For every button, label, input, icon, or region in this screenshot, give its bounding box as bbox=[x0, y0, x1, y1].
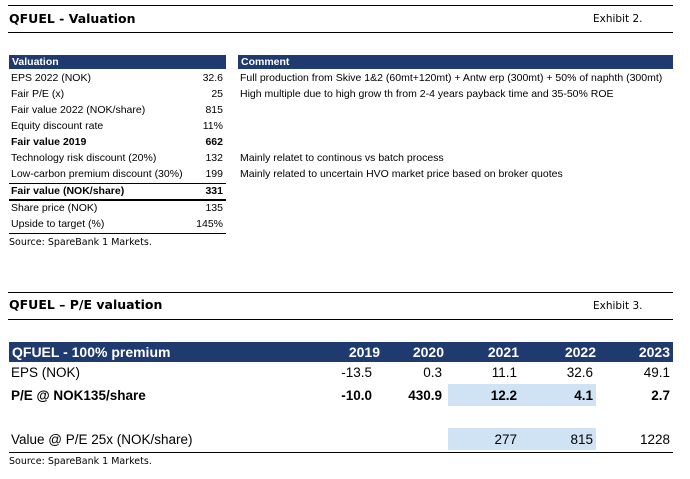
pe-table-header: QFUEL - 100% premium 2019 2020 2021 2022… bbox=[9, 342, 673, 362]
row-value: 145% bbox=[196, 218, 223, 230]
exhibit3-source: Source: SpareBank 1 Markets. bbox=[9, 456, 152, 467]
row-label: Fair P/E (x) bbox=[11, 88, 65, 100]
row-label: Fair value 2022 (NOK/share) bbox=[11, 104, 146, 116]
row-label: EPS (NOK) bbox=[11, 365, 81, 380]
year-header: 2020 bbox=[412, 344, 444, 360]
valuation-row: Equity discount rate 11% bbox=[9, 119, 226, 134]
pe-table-bottom-rule bbox=[9, 452, 673, 453]
valuation-row: Fair value 2022 (NOK/share) 815 bbox=[9, 103, 226, 118]
highlight-cells-pe bbox=[448, 384, 596, 406]
row-label: Share price (NOK) bbox=[11, 202, 98, 214]
row-value: 199 bbox=[205, 168, 223, 180]
exhibit2-label: Exhibit 2. bbox=[593, 13, 643, 25]
title-underline bbox=[8, 32, 673, 33]
row-label: Low-carbon premium discount (30%) bbox=[11, 168, 183, 180]
year-header: 2023 bbox=[638, 344, 670, 360]
valuation-header-label: Valuation bbox=[12, 56, 59, 68]
valuation-row: Share price (NOK) 135 bbox=[9, 201, 226, 216]
comment-text: Mainly related to uncertain HVO market p… bbox=[240, 168, 563, 180]
row-label: P/E @ NOK135/share bbox=[11, 388, 146, 403]
exhibit3-title-underline bbox=[8, 319, 673, 320]
exhibit3-top-rule bbox=[8, 292, 673, 293]
row-value: 25 bbox=[211, 88, 223, 100]
cell-value: 1228 bbox=[639, 432, 670, 447]
row-label: Fair value (NOK/share) bbox=[11, 185, 125, 197]
exhibit2-title: QFUEL - Valuation bbox=[9, 11, 136, 26]
cell-value: 0.3 bbox=[423, 365, 442, 380]
fair-value-top-rule bbox=[9, 183, 226, 184]
row-value: 11% bbox=[202, 120, 223, 132]
cell-value: 815 bbox=[570, 432, 593, 447]
cell-value: 2.7 bbox=[651, 388, 670, 403]
valuation-row-fair-value-2019: Fair value 2019 662 bbox=[9, 135, 226, 150]
fair-value-bottom-rule bbox=[9, 199, 226, 201]
row-label: Technology risk discount (20%) bbox=[11, 152, 157, 164]
valuation-header: Valuation bbox=[9, 55, 226, 69]
year-header: 2019 bbox=[348, 344, 380, 360]
row-label: Equity discount rate bbox=[11, 120, 104, 132]
valuation-row: Technology risk discount (20%) 132 bbox=[9, 151, 226, 166]
row-label: Fair value 2019 bbox=[11, 136, 87, 148]
comment-text: Mainly relatet to continous vs batch pro… bbox=[240, 152, 444, 164]
table-bottom-rule bbox=[9, 233, 226, 234]
row-label: EPS 2022 (NOK) bbox=[11, 72, 91, 84]
row-value: 135 bbox=[205, 202, 223, 214]
pe-table-row-eps: EPS (NOK) -13.5 0.3 11.1 32.6 49.1 bbox=[9, 363, 673, 383]
highlight-cells-value bbox=[448, 428, 596, 450]
row-value: 132 bbox=[205, 152, 223, 164]
pe-header-label: QFUEL - 100% premium bbox=[12, 344, 171, 360]
cell-value: 4.1 bbox=[574, 388, 593, 403]
row-value: 662 bbox=[205, 136, 223, 148]
comment-header-label: Comment bbox=[241, 56, 290, 68]
valuation-row: Low-carbon premium discount (30%) 199 bbox=[9, 167, 226, 182]
row-value: 815 bbox=[205, 104, 223, 116]
cell-value: 11.1 bbox=[491, 365, 517, 380]
top-rule bbox=[8, 5, 673, 6]
year-header: 2022 bbox=[564, 344, 596, 360]
pe-table-row-value: Value @ P/E 25x (NOK/share) 277 815 1228 bbox=[9, 430, 673, 450]
cell-value: -10.0 bbox=[341, 388, 372, 403]
comment-text: High multiple due to high grow th from 2… bbox=[240, 88, 614, 100]
row-label: Upside to target (%) bbox=[11, 218, 105, 230]
cell-value: 277 bbox=[494, 432, 517, 447]
exhibit3-title: QFUEL – P/E valuation bbox=[9, 297, 163, 312]
valuation-row-fair-value: Fair value (NOK/share) 331 bbox=[9, 184, 226, 199]
valuation-row: Fair P/E (x) 25 bbox=[9, 87, 226, 102]
cell-value: 32.6 bbox=[566, 365, 593, 380]
cell-value: 12.2 bbox=[490, 388, 517, 403]
exhibit3-label: Exhibit 3. bbox=[593, 300, 643, 312]
row-value: 32.6 bbox=[202, 72, 223, 84]
comment-header: Comment bbox=[238, 55, 673, 69]
valuation-row: Upside to target (%) 145% bbox=[9, 217, 226, 232]
exhibit2-source: Source: SpareBank 1 Markets. bbox=[9, 237, 152, 248]
pe-table-row-pe: P/E @ NOK135/share -10.0 430.9 12.2 4.1 … bbox=[9, 386, 673, 406]
cell-value: 49.1 bbox=[643, 365, 670, 380]
year-header: 2021 bbox=[487, 344, 519, 360]
row-value: 331 bbox=[205, 185, 223, 197]
cell-value: -13.5 bbox=[341, 365, 372, 380]
comment-text: Full production from Skive 1&2 (60mt+120… bbox=[240, 72, 663, 84]
valuation-row: EPS 2022 (NOK) 32.6 bbox=[9, 71, 226, 86]
row-label: Value @ P/E 25x (NOK/share) bbox=[11, 432, 193, 447]
cell-value: 430.9 bbox=[408, 388, 442, 403]
